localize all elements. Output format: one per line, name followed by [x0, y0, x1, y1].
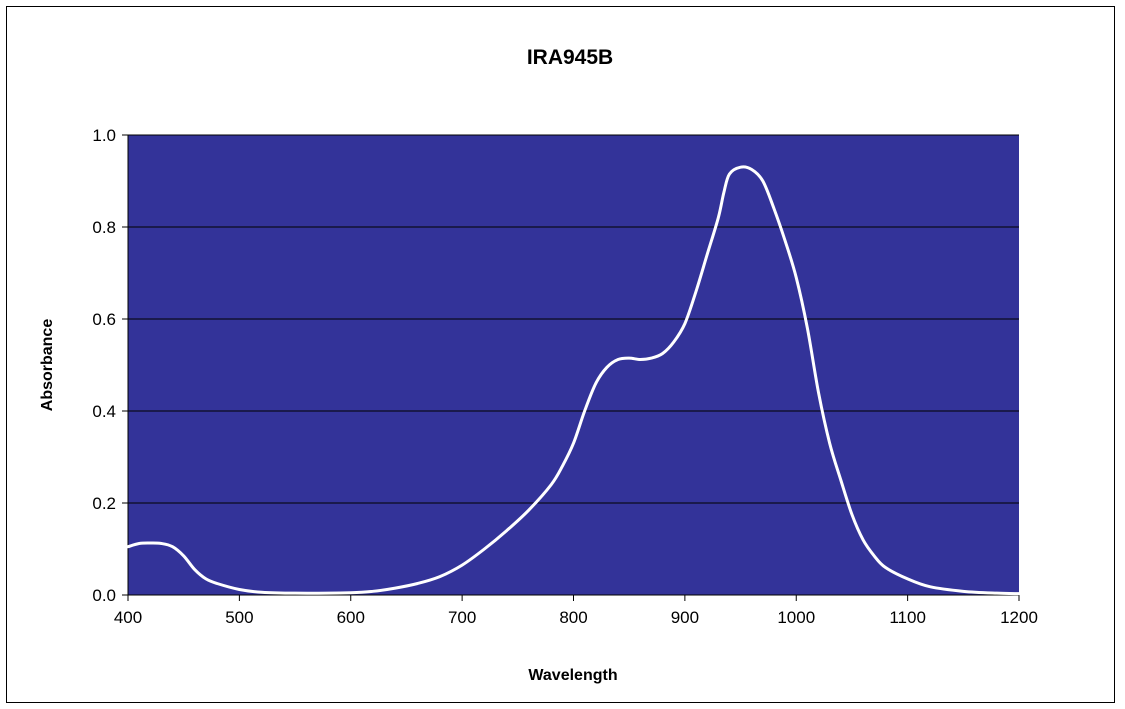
x-tick-label: 1100	[889, 608, 926, 627]
x-tick-label: 800	[559, 608, 587, 627]
y-axis-label: Absorbance	[39, 319, 56, 412]
y-tick-label: 0.4	[92, 402, 116, 421]
y-tick-label: 0.0	[92, 586, 116, 605]
plot-area	[128, 135, 1019, 595]
x-tick-label: 1000	[777, 608, 815, 627]
x-tick-label: 400	[114, 608, 142, 627]
y-tick-label: 0.6	[92, 310, 116, 329]
y-tick-label: 0.2	[92, 494, 116, 513]
x-tick-label: 700	[448, 608, 476, 627]
chart-title: IRA945B	[527, 46, 613, 69]
x-tick-label: 1200	[1000, 608, 1038, 627]
y-tick-label: 0.8	[92, 218, 116, 237]
grid-lines	[128, 134, 1019, 504]
tick-labels: 0.0 0.2 0.4 0.6 0.8 1.0 400 500 600 700 800 900 1000…	[92, 126, 1038, 627]
x-tick-label: 900	[671, 608, 699, 627]
series-line	[126, 165, 1021, 596]
x-tick-label: 600	[337, 608, 365, 627]
y-tick-label: 1.0	[92, 126, 116, 145]
x-axis-label: Wavelength	[528, 667, 617, 684]
x-tick-label: 500	[225, 608, 253, 627]
axes	[122, 134, 1020, 601]
